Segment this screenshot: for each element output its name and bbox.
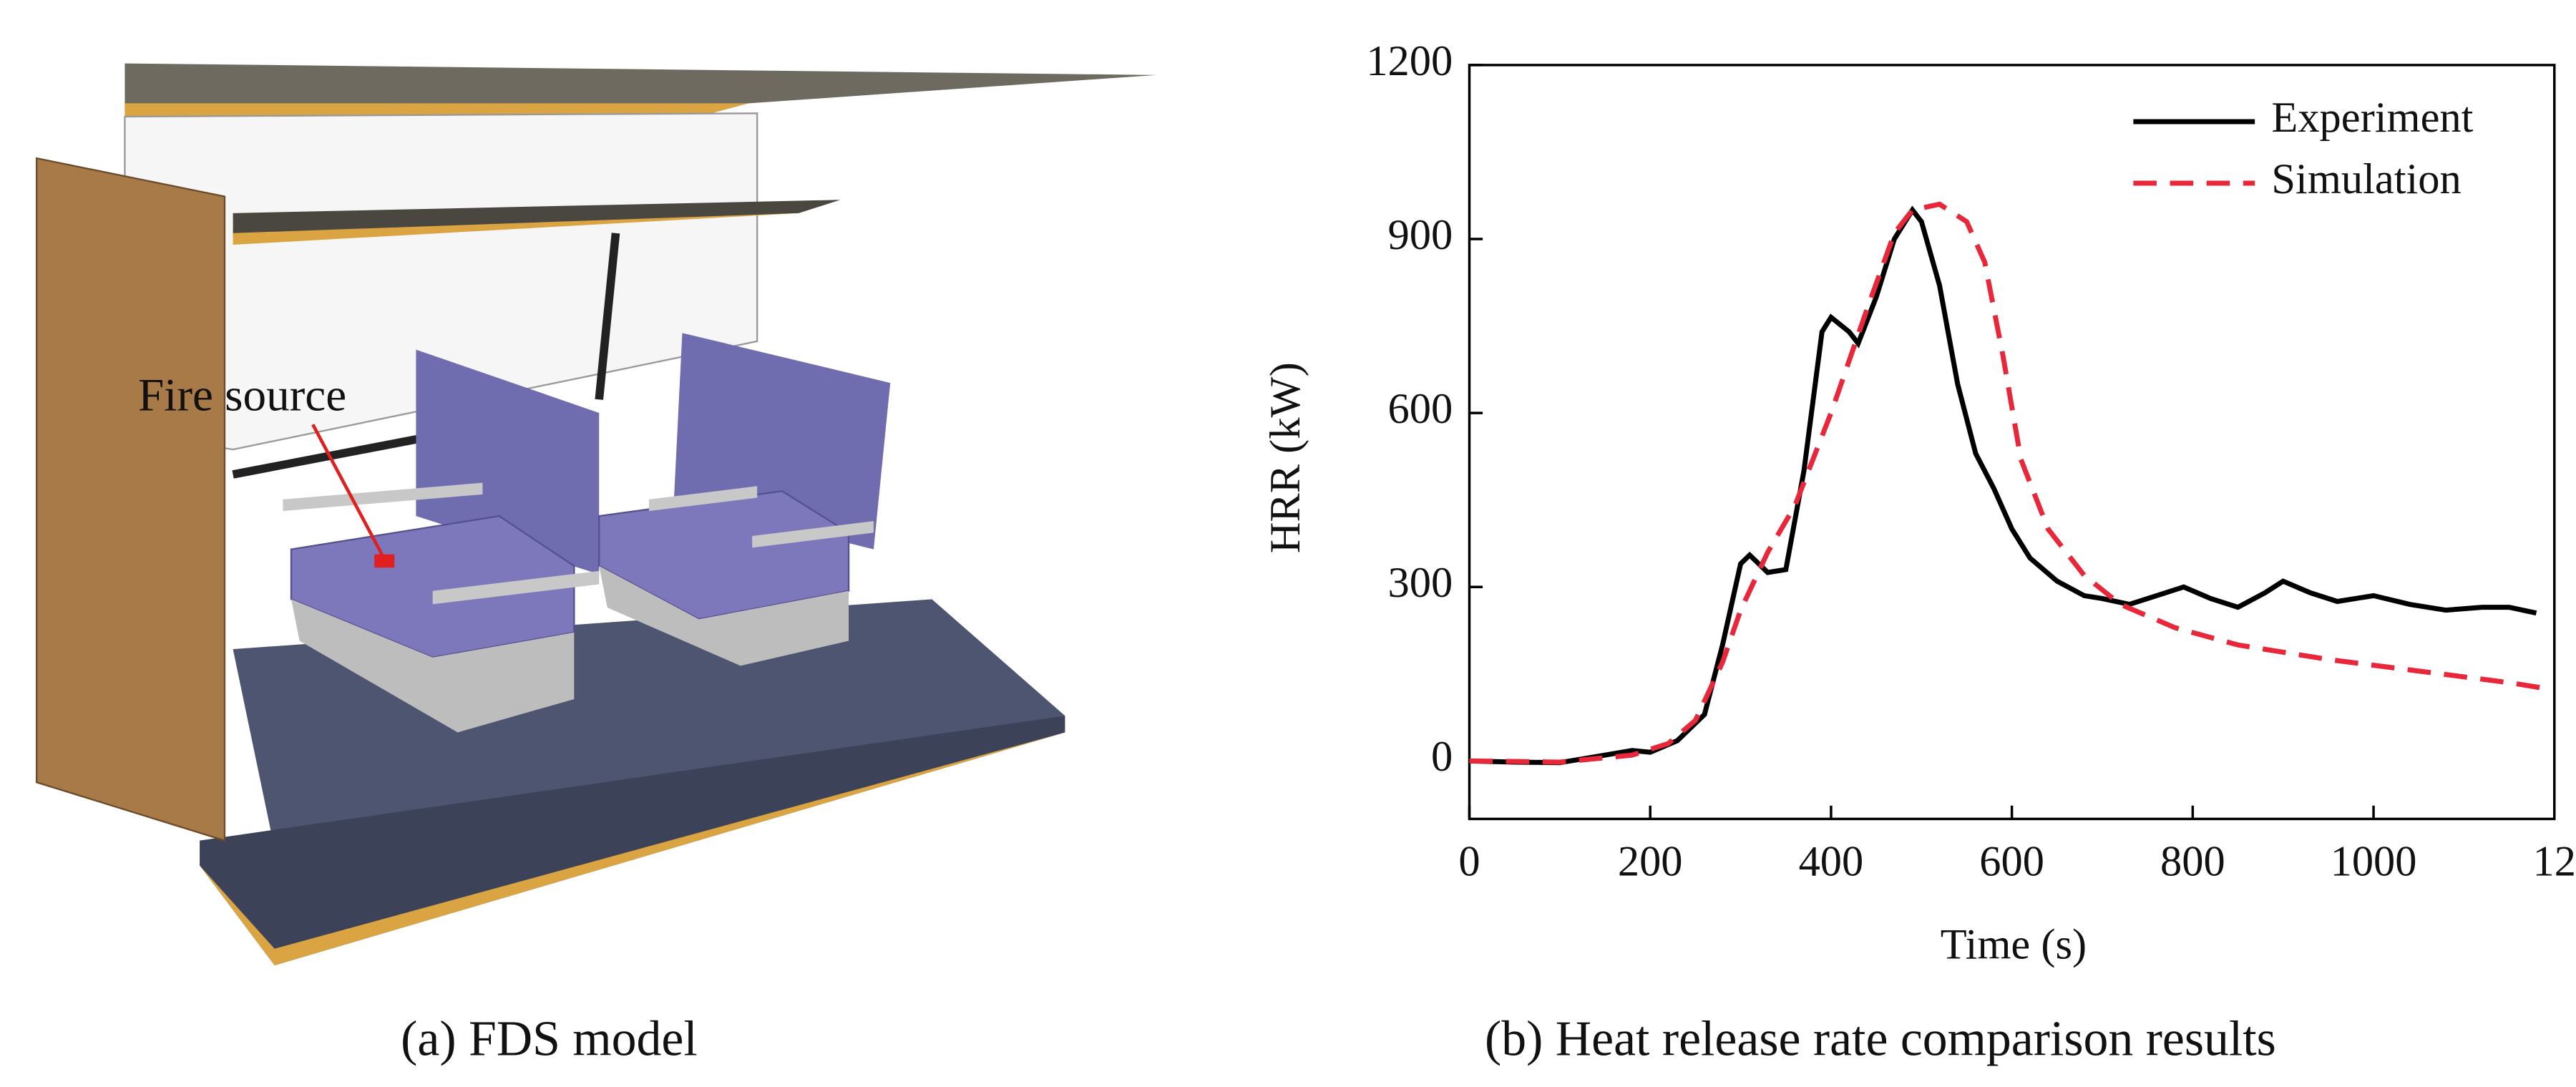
- armrest: [752, 521, 874, 548]
- caption: (a) FDS model: [401, 1011, 698, 1066]
- x-axis-label: Time (s): [1941, 921, 2087, 969]
- y-tick-label: 900: [1388, 211, 1453, 259]
- shelf: [233, 200, 841, 237]
- ceiling: [125, 63, 1157, 110]
- armrest: [648, 486, 758, 512]
- legend-label: Simulation: [2271, 155, 2461, 203]
- floor-front: [200, 716, 1065, 966]
- y-tick-label: 1200: [1366, 37, 1453, 85]
- window-frame: [595, 233, 620, 400]
- y-axis-label: HRR (kW): [1262, 362, 1309, 553]
- seat-back: [416, 349, 600, 575]
- fds-model: Fire source: [36, 63, 1157, 966]
- ceiling-edge: [125, 103, 749, 117]
- window-frame: [232, 432, 434, 479]
- seat-base: [599, 565, 849, 666]
- series-line: [1469, 205, 2537, 766]
- fire-source-marker: [374, 554, 395, 568]
- y-tick-label: 0: [1431, 733, 1453, 781]
- x-tick-label: 0: [1458, 837, 1480, 885]
- x-tick-label: 12: [2533, 837, 2576, 885]
- shelf-edge: [233, 213, 799, 245]
- x-tick-label: 800: [2160, 837, 2225, 885]
- annotation: Fire source: [138, 369, 346, 421]
- x-tick-label: 200: [1618, 837, 1683, 885]
- plot: 0 200 400 600 800 1000 12 0 300 600 900 1200 Experim…: [1366, 37, 2576, 886]
- y-tick-label: 300: [1388, 559, 1453, 607]
- side-wall: [36, 157, 226, 842]
- armrest: [283, 482, 483, 512]
- x-tick-label: 600: [1979, 837, 2044, 885]
- annotation-arrow: [311, 424, 384, 557]
- legend-label: Experiment: [2271, 94, 2473, 142]
- x-tick-label: 1000: [2331, 837, 2417, 885]
- x-tick-label: 400: [1799, 837, 1864, 885]
- armrest: [432, 570, 600, 605]
- series-line: [1469, 201, 2546, 765]
- caption: (b) Heat release rate comparison results: [1485, 1011, 2276, 1066]
- y-tick-label: 600: [1388, 385, 1453, 433]
- seat-base: [291, 599, 575, 733]
